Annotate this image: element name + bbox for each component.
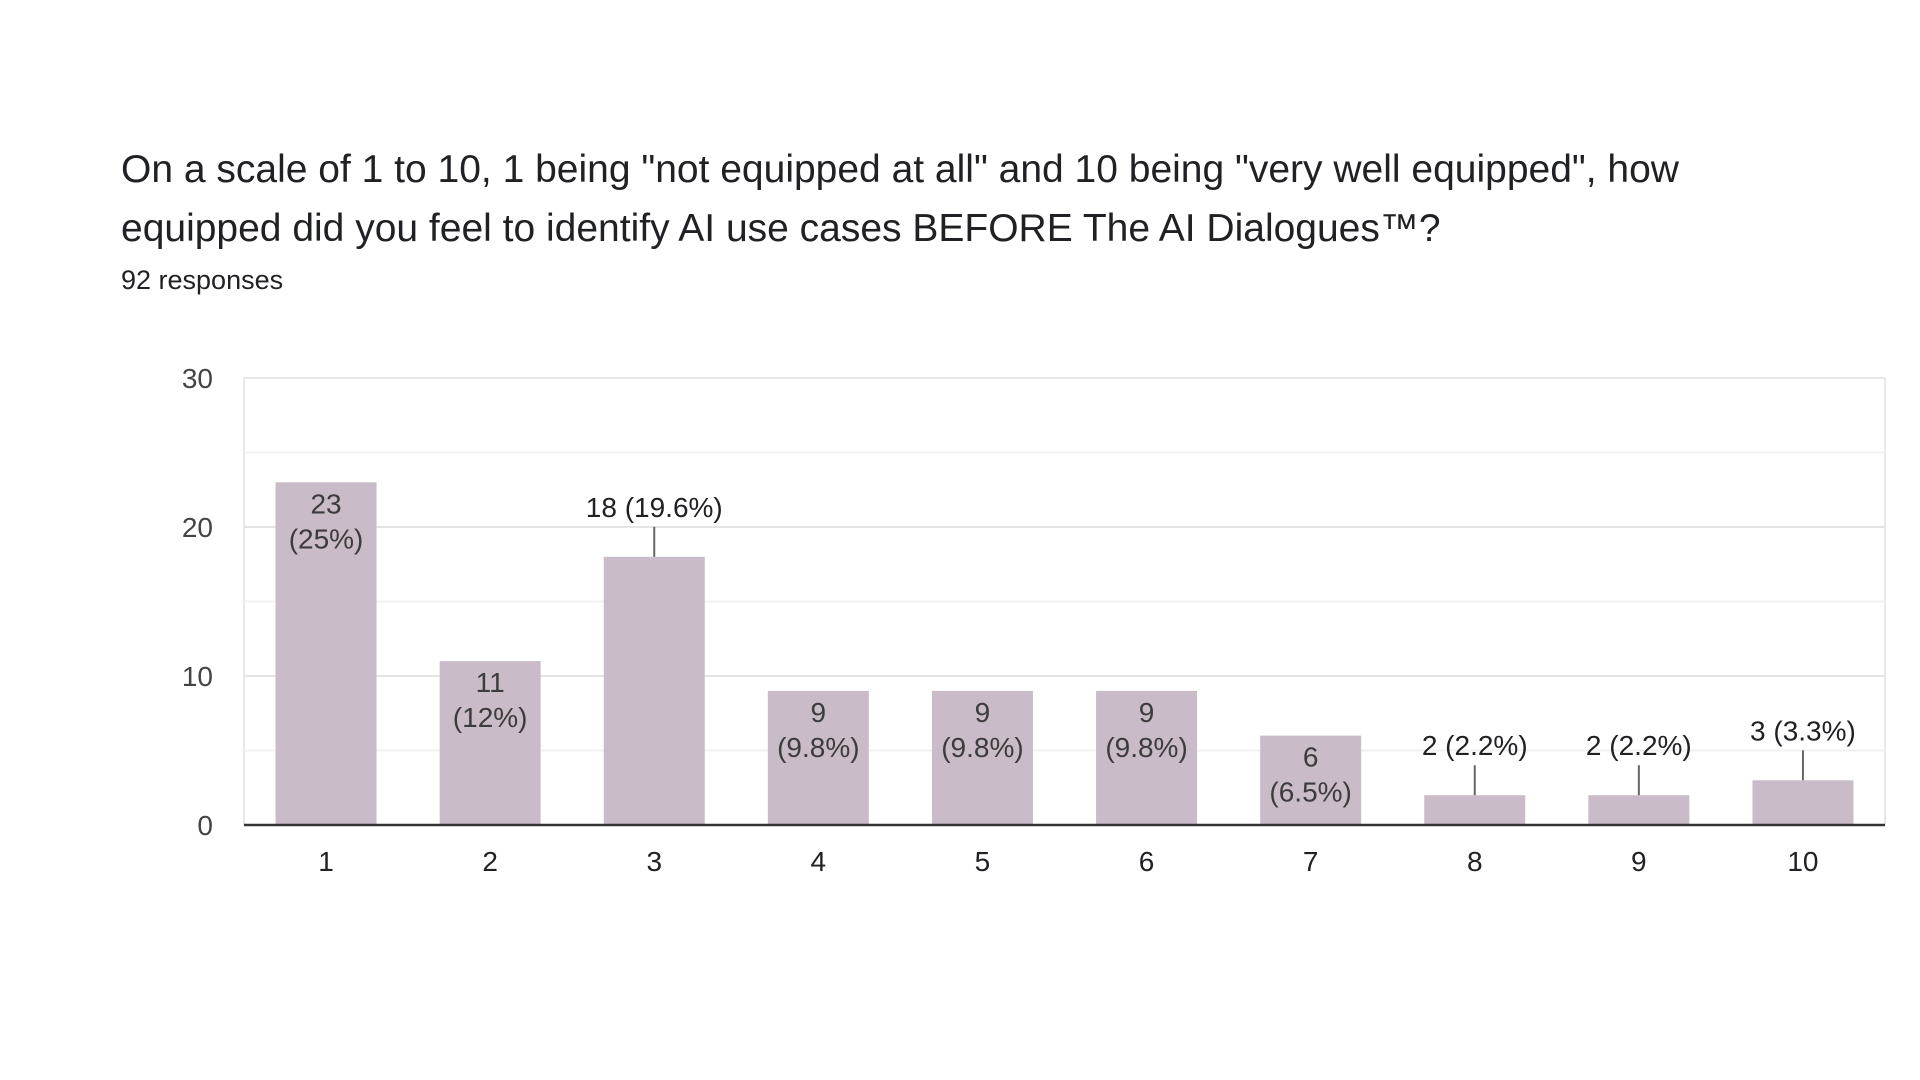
response-count: 92 responses [121,265,284,295]
x-tick-label: 4 [811,846,827,877]
x-tick-label: 5 [975,846,991,877]
data-label-percent: (6.5%) [1269,777,1351,808]
data-label-value: 9 [811,697,827,728]
data-label-value: 6 [1303,742,1319,773]
data-label-value: 9 [975,697,991,728]
y-tick-label: 0 [197,810,213,841]
bar [767,690,869,825]
data-label-percent: (12%) [453,702,528,733]
data-label-percent: (25%) [289,523,364,554]
data-label: 2 (2.2%) [1422,730,1528,761]
bar [603,556,705,825]
y-tick-label: 10 [182,661,213,692]
bar [1588,795,1690,825]
data-label-value: 9 [1139,697,1155,728]
question-title: On a scale of 1 to 10, 1 being "not equi… [121,148,1679,250]
x-tick-label: 7 [1303,846,1319,877]
data-label-value: 11 [476,667,505,698]
data-label-value: 23 [310,488,341,519]
bar [1752,780,1854,825]
x-tick-label: 6 [1139,846,1155,877]
bar [275,482,377,825]
x-tick-label: 1 [318,846,334,877]
data-label: 3 (3.3%) [1750,715,1856,746]
data-label-percent: (9.8%) [777,732,859,763]
y-tick-label: 20 [182,512,213,543]
x-tick-label: 10 [1787,846,1818,877]
bar [1260,735,1362,825]
bar [1424,795,1526,825]
data-label: 18 (19.6%) [586,492,723,523]
data-label-percent: (9.8%) [941,732,1023,763]
x-tick-label: 8 [1467,846,1483,877]
bar [439,661,541,825]
data-label: 2 (2.2%) [1586,730,1692,761]
bar [1096,690,1198,825]
x-tick-label: 3 [646,846,662,877]
y-tick-label: 30 [182,363,213,394]
x-tick-label: 9 [1631,846,1647,877]
bar [931,690,1033,825]
data-label-percent: (9.8%) [1105,732,1187,763]
x-tick-label: 2 [482,846,498,877]
